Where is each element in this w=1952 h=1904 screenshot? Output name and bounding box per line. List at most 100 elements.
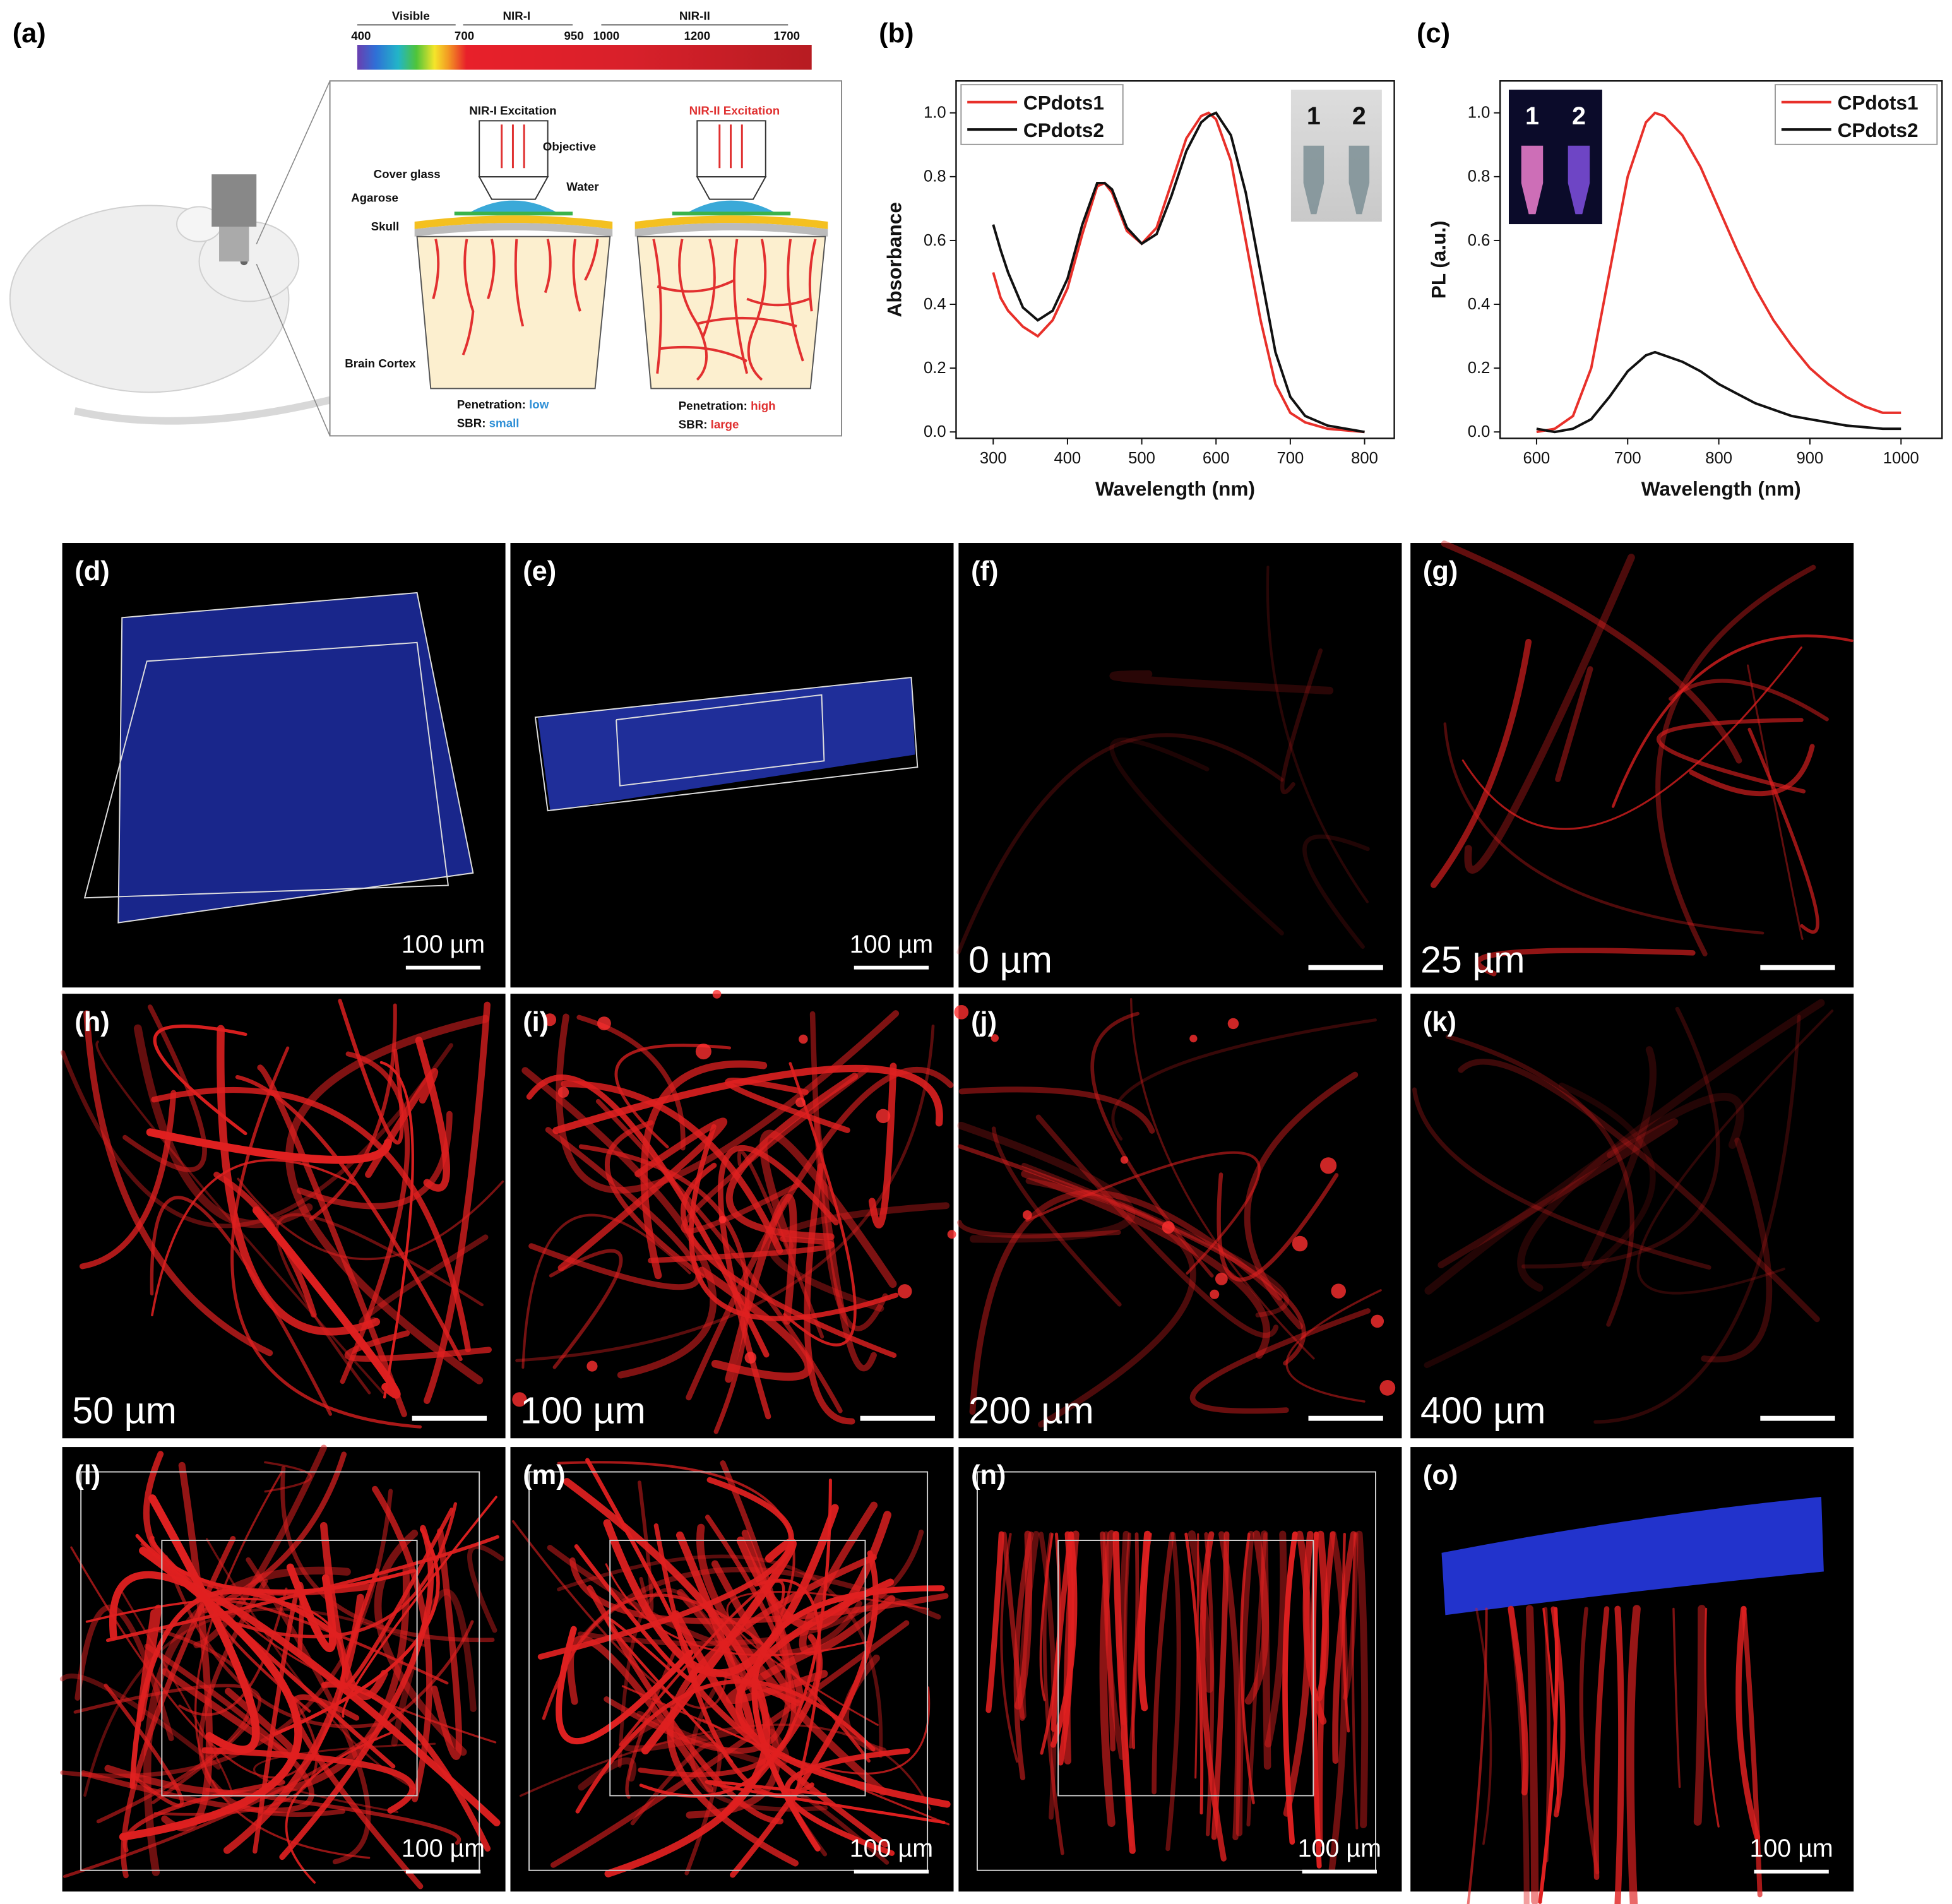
vessel — [1112, 1531, 1136, 1854]
vessel — [74, 1604, 174, 1742]
y-tick-label: 0.4 — [924, 295, 946, 313]
vessel — [1355, 1530, 1369, 1829]
y-tick-label: 1.0 — [924, 104, 946, 122]
vessel — [1689, 744, 1815, 797]
vessel — [1741, 1606, 1763, 1898]
microscopy-image: (n) 100 µm — [958, 1447, 1402, 1892]
vessel — [784, 1748, 910, 1856]
microscopy-image: (f) 0 µm — [956, 543, 1402, 988]
spectrum-region: NIR-I — [503, 9, 531, 23]
vessel — [1437, 1118, 1679, 1269]
x-tick-label: 300 — [980, 449, 1007, 467]
vessel — [246, 1557, 371, 1865]
spectrum-tick: 400 — [351, 29, 371, 42]
microscopy-image: (m) 100 µm — [510, 1447, 954, 1892]
microscopy-image: (l) 100 µm — [59, 1444, 506, 1892]
vessel — [1021, 1170, 1271, 1359]
vessel — [1152, 1532, 1175, 1795]
vessel — [578, 1757, 637, 1791]
vessel — [1655, 564, 1816, 956]
vessel — [1118, 1530, 1130, 1725]
image-background — [1410, 994, 1854, 1439]
image-label: (n) — [971, 1460, 1006, 1490]
vessel — [521, 1213, 691, 1369]
diagram-note: Penetration: low — [457, 398, 549, 411]
vessel — [1525, 1605, 1539, 1904]
vessel — [1050, 1531, 1078, 1748]
vessel — [1593, 1606, 1610, 1880]
scale-label: 100 µm — [1298, 1835, 1381, 1862]
spot — [586, 1360, 598, 1372]
vessel — [1579, 1607, 1600, 1875]
depth-label: 400 µm — [1420, 1389, 1545, 1432]
vessel — [205, 1538, 417, 1790]
vessel — [550, 1620, 910, 1868]
spot — [718, 1215, 727, 1223]
vessel — [1328, 1531, 1348, 1872]
vessel — [1129, 997, 1315, 1360]
vessel — [85, 1597, 345, 1759]
vessel — [1636, 1009, 1834, 1295]
vessel — [1467, 1607, 1488, 1904]
vessel — [391, 1588, 477, 1747]
vial — [1348, 145, 1370, 215]
depth-label: 25 µm — [1420, 939, 1525, 981]
spot — [695, 1044, 711, 1060]
spot — [795, 1097, 806, 1108]
y-tick-label: 1.0 — [1468, 104, 1491, 122]
vessel — [515, 1024, 935, 1362]
vessel — [1424, 1093, 1744, 1295]
microscopy-image: (i) 100 µm — [510, 989, 956, 1439]
spot — [544, 1013, 557, 1026]
vessel — [1701, 1137, 1773, 1363]
spectrum-tick: 1000 — [593, 29, 620, 42]
vial — [1303, 145, 1324, 215]
y-tick-label: 0.6 — [924, 232, 946, 249]
y-axis-label: PL (a.u.) — [1427, 220, 1449, 299]
legend-box — [1774, 84, 1938, 145]
vessel — [813, 1117, 877, 1372]
wireframe — [1057, 1540, 1314, 1797]
vessel — [1508, 1605, 1530, 1904]
vessel — [1187, 1530, 1214, 1693]
vessel — [1184, 1532, 1204, 1815]
vessel — [286, 1563, 336, 1653]
vessel — [1424, 1082, 1656, 1369]
spot — [1371, 1314, 1384, 1328]
legend-label: CPdots1 — [1838, 92, 1919, 114]
wireframe — [117, 592, 474, 924]
microscopy-image: (d) 100 µm — [62, 543, 506, 988]
vessel — [574, 1458, 698, 1683]
vessel — [235, 1074, 463, 1362]
vessel — [969, 1189, 1283, 1415]
vessel — [83, 1010, 273, 1357]
spot — [744, 1352, 757, 1364]
spot — [1320, 1157, 1337, 1174]
scale-label: 100 µm — [850, 1835, 933, 1862]
note-key: Penetration: — [679, 399, 747, 412]
vessel — [1042, 1532, 1064, 1855]
vessel — [958, 1086, 1155, 1134]
vessel — [868, 1062, 897, 1229]
vessel — [688, 1124, 899, 1321]
vessel — [1672, 1607, 1681, 1788]
note-key: SBR: — [679, 418, 708, 431]
vessel — [528, 1127, 701, 1290]
x-tick-label: 600 — [1523, 449, 1550, 467]
vessel — [96, 1627, 253, 1824]
vessel — [580, 1566, 941, 1641]
spectrum-region: NIR-II — [679, 9, 710, 23]
vessel — [1199, 1531, 1227, 1862]
vessel — [1475, 948, 1696, 977]
vessel — [1443, 722, 1765, 935]
panel-label: (b) — [879, 18, 914, 49]
diagram-title: NIR-I Excitation — [469, 104, 556, 117]
vessel — [614, 1044, 732, 1149]
note-value: high — [751, 399, 776, 412]
inset-label: 1 — [1307, 102, 1321, 130]
blue-volume — [537, 677, 915, 811]
vessel — [557, 1117, 727, 1271]
scale-label: 100 µm — [402, 931, 485, 958]
x-axis-label: Wavelength (nm) — [1641, 477, 1801, 500]
x-tick-label: 700 — [1614, 449, 1641, 467]
